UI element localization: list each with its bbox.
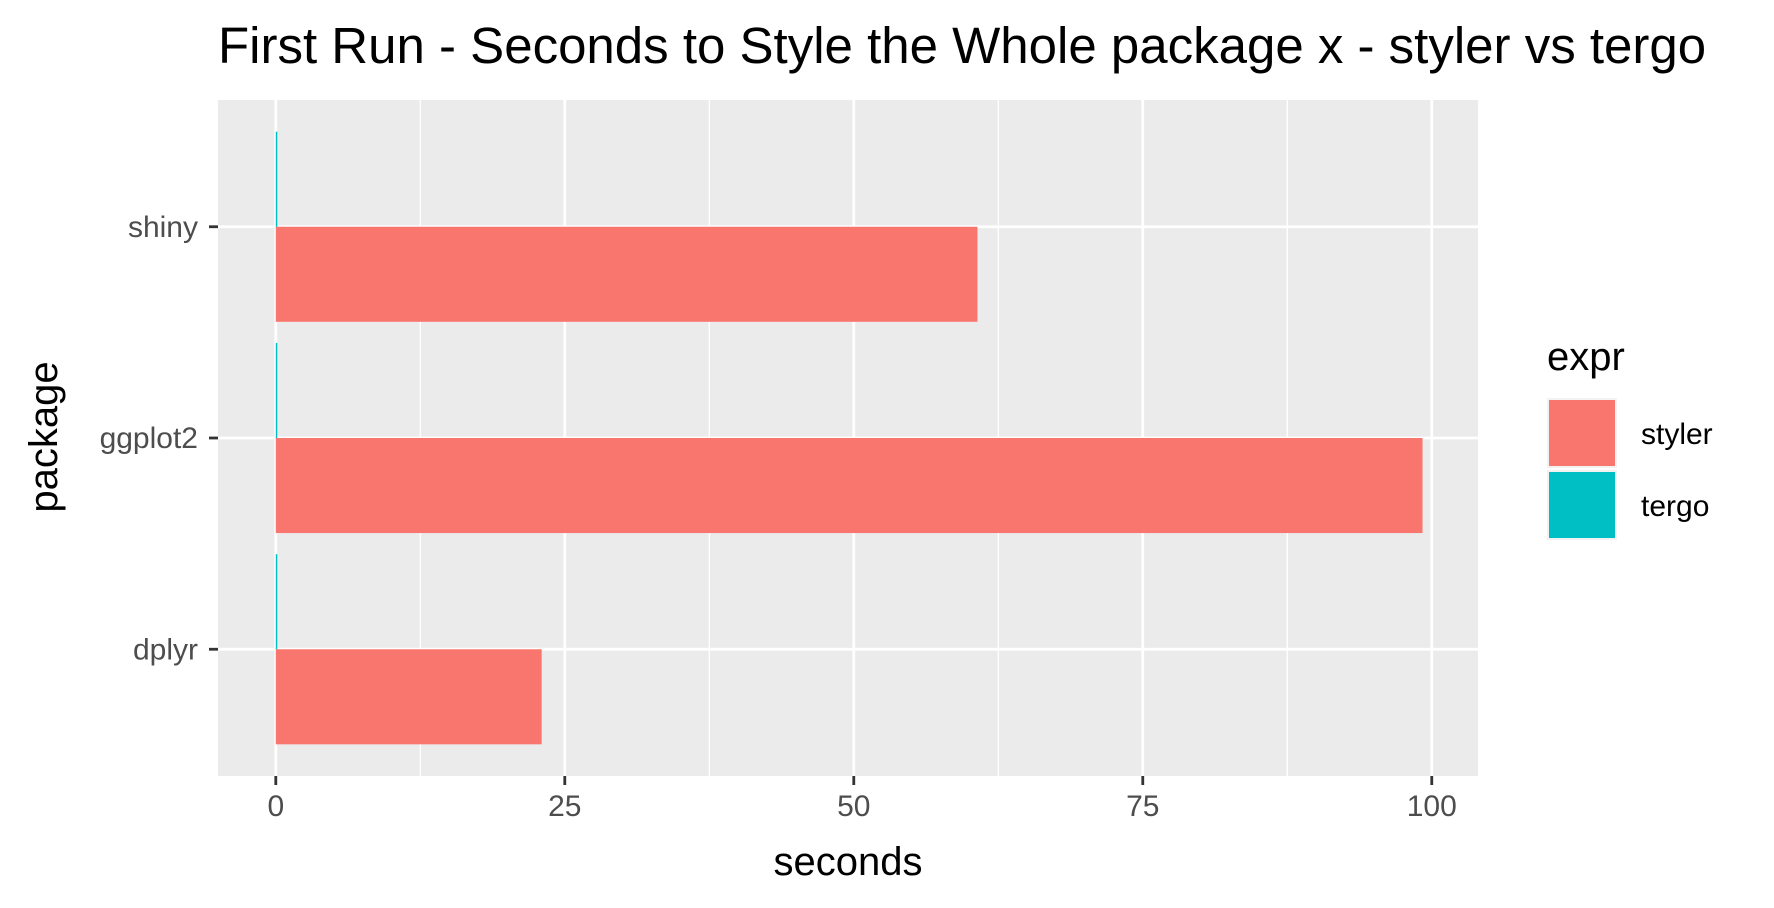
y-tick-label: shiny (128, 211, 198, 244)
x-axis: 0 25 50 75 100 (267, 776, 1457, 823)
y-tick-label: ggplot2 (100, 422, 198, 455)
y-axis: dplyr ggplot2 shiny (100, 211, 218, 666)
bar-styler-ggplot2 (275, 438, 1423, 534)
legend-swatch-tergo (1549, 472, 1615, 538)
x-tick-label: 75 (1126, 790, 1159, 823)
x-axis-title: seconds (774, 840, 923, 884)
legend-swatch-styler (1549, 400, 1615, 466)
x-tick-label: 25 (548, 790, 581, 823)
bar-tergo-shiny (275, 131, 278, 227)
legend-label-tergo: tergo (1641, 490, 1709, 523)
bar-styler-shiny (275, 226, 978, 322)
x-tick-label: 100 (1407, 790, 1457, 823)
x-tick-label: 50 (837, 790, 870, 823)
y-axis-title: package (22, 361, 66, 512)
chart-title: First Run - Seconds to Style the Whole p… (218, 17, 1706, 74)
bars (275, 131, 1423, 745)
y-tick-label: dplyr (133, 633, 198, 666)
bar-tergo-dplyr (275, 554, 278, 650)
legend-label-styler: styler (1641, 418, 1713, 451)
bar-tergo-ggplot2 (275, 342, 278, 438)
legend: expr styler tergo (1547, 335, 1713, 540)
bar-styler-dplyr (275, 649, 542, 745)
x-tick-label: 0 (267, 790, 284, 823)
legend-title: expr (1547, 335, 1625, 379)
